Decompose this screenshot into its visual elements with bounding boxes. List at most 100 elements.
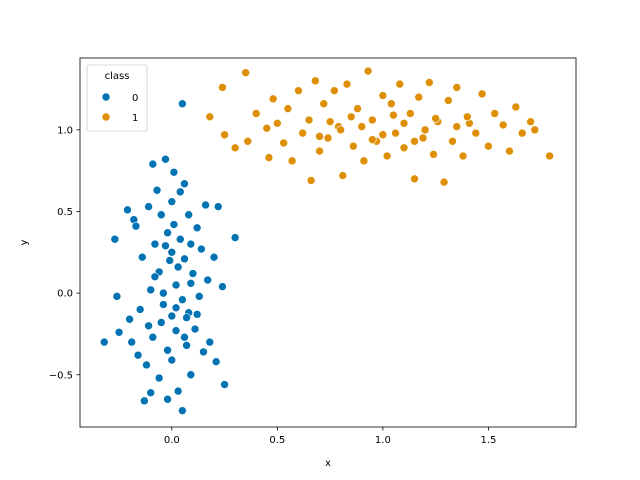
data-point-class-1: [387, 99, 396, 109]
data-point-class-0: [213, 202, 223, 211]
data-point-class-1: [526, 117, 535, 126]
data-point-class-0: [169, 220, 179, 229]
data-point-class-0: [178, 406, 187, 415]
data-point-class-1: [283, 104, 293, 113]
data-point-class-1: [471, 128, 481, 138]
data-point-class-0: [192, 223, 202, 233]
data-point-class-0: [159, 288, 168, 298]
data-point-class-1: [325, 117, 335, 126]
data-point-class-0: [211, 357, 221, 366]
data-point-class-0: [154, 373, 164, 383]
data-point-class-1: [511, 102, 521, 112]
y-axis-label: y: [19, 239, 30, 245]
legend-title: class: [105, 71, 130, 82]
data-point-class-0: [156, 318, 166, 327]
data-point-class-1: [505, 146, 514, 156]
data-point-class-0: [230, 233, 240, 242]
data-point-class-0: [171, 280, 181, 290]
data-point-class-0: [201, 200, 210, 210]
data-point-class-1: [498, 120, 508, 130]
data-point-class-1: [425, 78, 434, 87]
data-point-class-0: [99, 337, 109, 347]
data-point-class-0: [167, 311, 177, 321]
data-point-class-0: [125, 314, 134, 324]
legend-marker-class-0: [101, 92, 111, 102]
x-axis-label: x: [325, 458, 331, 469]
data-point-class-0: [163, 345, 172, 355]
data-point-class-1: [378, 130, 388, 140]
data-point-class-1: [220, 130, 229, 140]
data-point-class-0: [194, 292, 204, 301]
data-point-class-0: [220, 380, 229, 389]
data-point-class-1: [530, 125, 540, 135]
data-point-class-0: [167, 248, 177, 257]
data-point-class-1: [462, 112, 472, 122]
data-point-class-1: [458, 151, 468, 161]
y-axis: −0.5 0.0 0.5 1.0: [49, 125, 80, 381]
data-point-class-0: [131, 221, 141, 231]
data-point-class-0: [150, 272, 160, 282]
data-point-class-1: [368, 135, 377, 144]
points-layer: [99, 66, 554, 415]
data-point-class-1: [399, 143, 409, 153]
data-point-class-1: [262, 123, 272, 133]
data-point-class-1: [287, 156, 297, 166]
data-point-class-0: [182, 341, 191, 350]
data-point-class-1: [273, 119, 282, 128]
data-point-class-0: [152, 185, 162, 195]
data-point-class-1: [342, 79, 352, 89]
data-point-class-0: [148, 332, 158, 342]
data-point-class-1: [319, 99, 329, 109]
data-point-class-0: [184, 210, 193, 220]
y-tick-label: 1.0: [57, 125, 73, 136]
y-tick-label: 0.5: [57, 207, 73, 218]
data-point-class-1: [382, 151, 392, 161]
data-point-class-0: [218, 282, 227, 291]
data-point-class-0: [146, 388, 156, 398]
data-point-class-1: [363, 66, 373, 76]
data-point-class-1: [357, 122, 367, 131]
data-point-class-1: [230, 143, 240, 153]
legend-label-class-1: 1: [132, 113, 138, 124]
data-point-class-1: [349, 141, 358, 151]
data-point-class-0: [144, 202, 153, 211]
x-axis: 0.0 0.5 1.0 1.5: [164, 427, 496, 446]
data-point-class-0: [186, 370, 196, 380]
data-point-class-0: [123, 205, 132, 215]
data-point-class-0: [190, 324, 200, 334]
data-point-class-1: [268, 94, 278, 104]
data-point-class-0: [127, 337, 137, 347]
data-point-class-0: [161, 154, 170, 164]
data-point-class-0: [135, 305, 145, 314]
x-tick-label: 1.0: [375, 435, 391, 446]
data-point-class-1: [353, 104, 362, 113]
data-point-class-0: [205, 337, 215, 347]
data-point-class-0: [169, 167, 179, 177]
data-point-class-1: [378, 91, 388, 100]
data-point-class-0: [150, 239, 160, 249]
data-point-class-1: [517, 128, 527, 138]
legend-label-class-0: 0: [132, 93, 138, 104]
data-point-class-0: [156, 210, 166, 220]
axes-frame: [79, 57, 577, 428]
data-point-class-1: [399, 119, 409, 128]
y-tick-label: −0.5: [49, 370, 73, 381]
data-point-class-0: [178, 99, 187, 109]
data-point-class-1: [330, 86, 339, 95]
data-point-class-1: [429, 150, 438, 159]
data-point-class-1: [346, 112, 356, 122]
data-point-class-1: [448, 136, 457, 146]
data-point-class-0: [173, 386, 183, 396]
data-point-class-1: [298, 128, 307, 138]
data-point-class-1: [477, 89, 487, 99]
x-tick-label: 0.0: [164, 435, 180, 446]
data-point-class-1: [452, 83, 462, 92]
data-point-class-0: [199, 347, 208, 357]
data-point-class-1: [490, 109, 500, 118]
data-point-class-1: [545, 151, 554, 161]
data-point-class-1: [304, 115, 314, 125]
data-point-class-0: [137, 252, 147, 262]
data-point-class-1: [294, 86, 303, 95]
data-point-class-0: [171, 326, 181, 335]
